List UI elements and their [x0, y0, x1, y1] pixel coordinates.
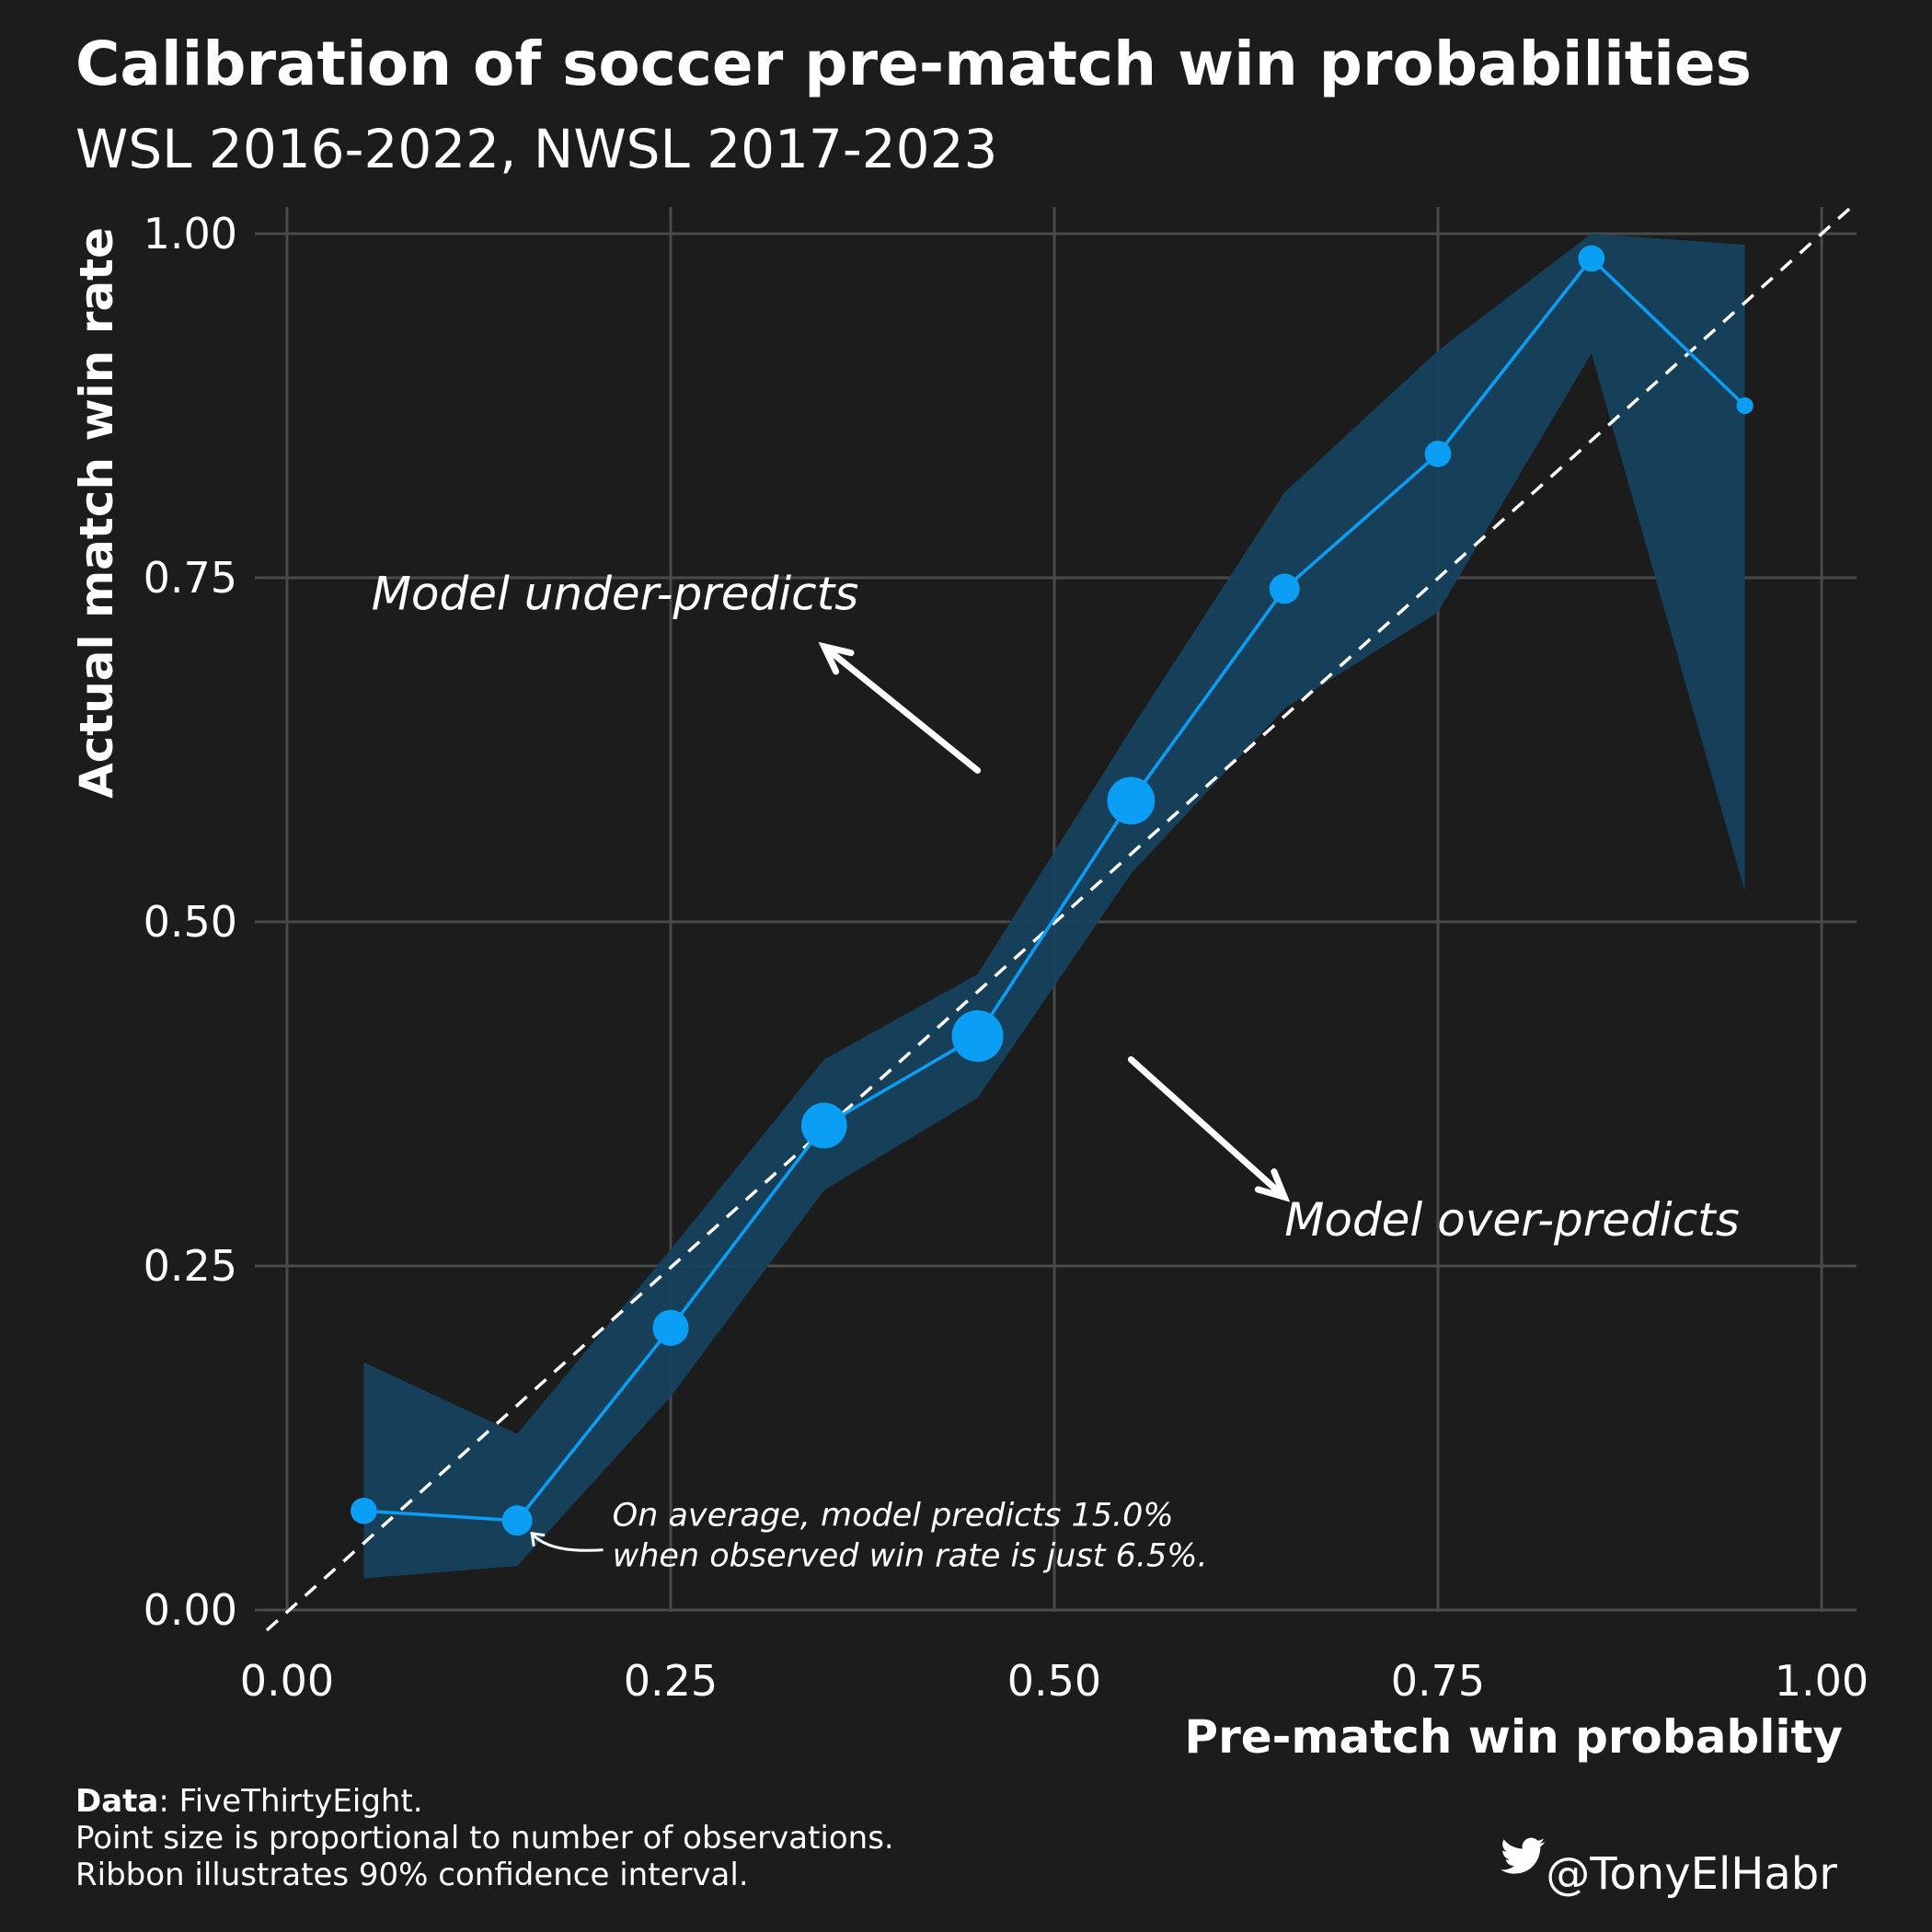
series-path: [363, 256, 1746, 1523]
annotation-average-line2: when observed win rate is just 6.5%.: [613, 1538, 1208, 1575]
caption: Data: FiveThirtyEight. Point size is pro…: [75, 1783, 894, 1893]
arrow-head: [818, 641, 855, 675]
tick-labels: 0.00 0.25 0.50 0.75 1.00 0.00 0.25 0.50 0.75 1.00: [144, 209, 1869, 1706]
data-point: [1269, 573, 1300, 604]
reference-line: [265, 204, 1854, 1632]
data-point: [1107, 776, 1156, 825]
caption-data-source: : FiveThirtyEight.: [158, 1783, 422, 1820]
arrow-head: [1254, 1167, 1291, 1202]
data-point: [652, 1309, 689, 1346]
chart-subtitle: WSL 2016-2022, NWSL 2017-2023: [75, 118, 997, 180]
x-tick-label: 0.75: [1391, 1656, 1485, 1706]
annotation-arrows: [530, 641, 1291, 1552]
callout-arrow-curve: [531, 1532, 604, 1552]
y-axis-title: Actual match win rate: [70, 227, 123, 799]
arrow-shaft: [821, 643, 982, 774]
credit-handle: @TonyElHabr: [1546, 1848, 1837, 1900]
x-tick-label: 1.00: [1775, 1656, 1869, 1706]
chart-title: Calibration of soccer pre-match win prob…: [75, 29, 1752, 99]
y-tick-label: 0.00: [144, 1585, 237, 1635]
callout-arrow-head: [530, 1531, 546, 1547]
credit: @TonyElHabr: [1501, 1837, 1837, 1900]
confidence-ribbon: [363, 234, 1745, 1579]
caption-data-label: Data: [75, 1783, 158, 1820]
y-tick-label: 0.75: [144, 553, 237, 603]
annotation-under-predicts: Model under-predicts: [372, 567, 859, 620]
data-point: [351, 1497, 377, 1524]
caption-line3: Ribbon illustrates 90% confidence interv…: [75, 1857, 749, 1893]
data-point: [951, 1010, 1004, 1063]
arrow-shaft: [1127, 1056, 1288, 1201]
ribbon-area: [363, 234, 1745, 1579]
x-tick-label: 0.25: [624, 1656, 718, 1706]
data-point: [501, 1505, 533, 1536]
annotation-average-line1: On average, model predicts 15.0%: [613, 1498, 1174, 1535]
data-points: [351, 245, 1754, 1536]
annotation-over-predicts: Model over-predicts: [1284, 1193, 1740, 1247]
y-tick-label: 0.50: [144, 897, 237, 947]
series-line: [363, 256, 1746, 1523]
data-point: [1736, 397, 1754, 415]
annotations: Model under-predicts Model over-predicts…: [372, 567, 1740, 1574]
x-axis-title: Pre-match win probablity: [1184, 1710, 1843, 1764]
diagonal-reference-line: [265, 204, 1854, 1632]
twitter-bird-icon: [1501, 1837, 1546, 1874]
y-tick-label: 0.25: [144, 1241, 237, 1291]
y-tick-label: 1.00: [144, 209, 237, 259]
caption-line2: Point size is proportional to number of …: [75, 1820, 894, 1857]
data-point: [1578, 245, 1605, 272]
caption-line1: Data: FiveThirtyEight.: [75, 1783, 423, 1820]
x-tick-label: 0.50: [1007, 1656, 1101, 1706]
data-point: [1424, 441, 1452, 467]
x-tick-label: 0.00: [240, 1656, 334, 1706]
data-point: [800, 1102, 847, 1149]
